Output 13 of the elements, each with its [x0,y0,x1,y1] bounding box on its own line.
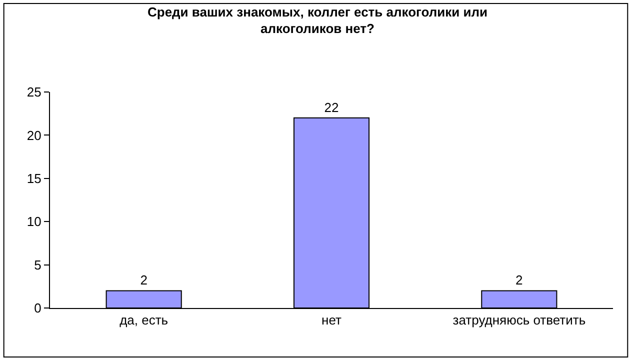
x-tick-label: да, есть [120,312,168,328]
data-label: 2 [140,272,148,288]
chart-title: Среди ваших знакомых, коллег есть алкоголики или алкоголиков нет? [148,4,488,36]
y-tick-label: 5 [34,257,42,272]
y-tick-label: 25 [26,84,42,100]
data-label: 22 [324,100,339,115]
y-tick-label: 20 [26,128,42,143]
data-label: 2 [516,272,523,288]
x-tick-label: затрудняюсь ответить [452,312,586,328]
y-tick-label: 0 [34,300,42,316]
y-tick-label: 15 [26,170,42,186]
y-tick-label: 10 [26,214,42,230]
x-tick-label: нет [322,312,342,328]
